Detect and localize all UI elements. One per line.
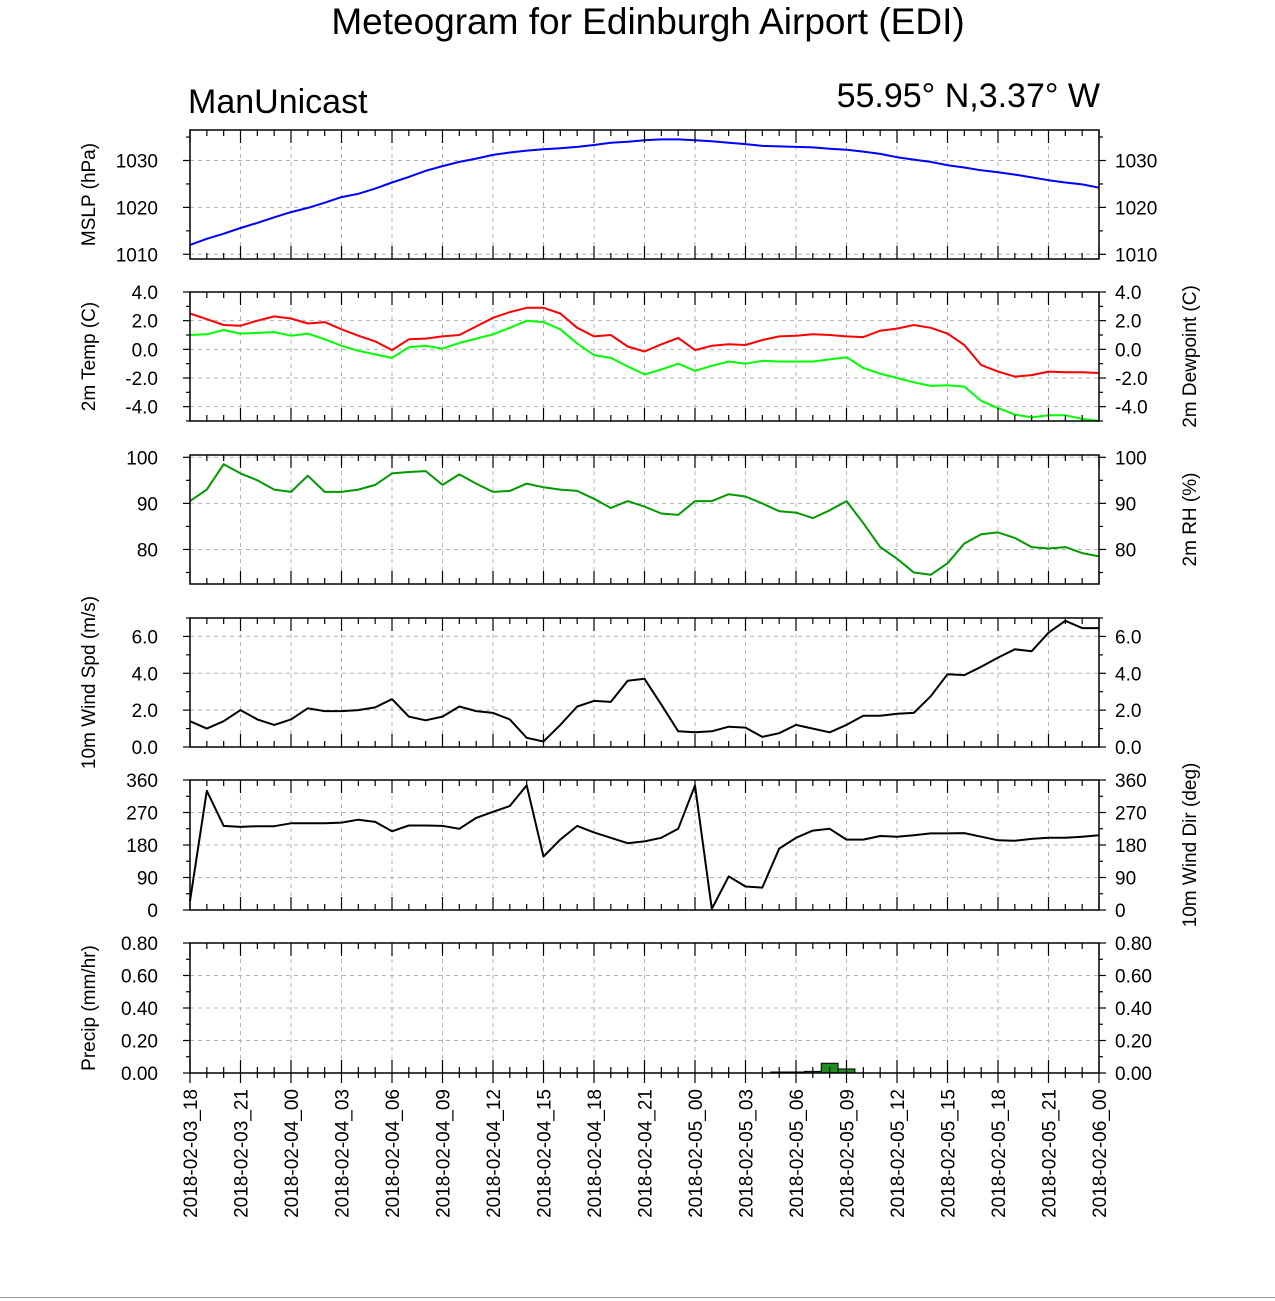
y-axis-title-right: 2m Dewpoint (C) xyxy=(1180,285,1201,428)
x-tick-label: 2018-02-05_15 xyxy=(939,1089,960,1218)
y-tick-label-right: 2.0 xyxy=(1115,701,1141,722)
y-tick-label-right: 0 xyxy=(1115,901,1126,922)
y-tick-label-right: 1010 xyxy=(1115,245,1157,266)
y-tick-label-right: 2.0 xyxy=(1115,312,1141,333)
y-tick-label-left: 100 xyxy=(126,448,158,469)
y-tick-label-right: 0.60 xyxy=(1115,967,1152,988)
y-tick-label-right: 0.80 xyxy=(1115,934,1152,955)
y-tick-label-left: 80 xyxy=(137,540,158,561)
y-tick-label-left: 0.20 xyxy=(121,1032,158,1053)
panel-mslp: 1010 1010 1020 1020 1030 1030 MSLP (hPa) xyxy=(79,129,1157,266)
x-tick-label: 2018-02-05_21 xyxy=(1040,1089,1061,1218)
y-tick-label-left: 0.0 xyxy=(132,738,158,759)
y-tick-label-left: -4.0 xyxy=(125,398,158,419)
y-tick-label-right: 1030 xyxy=(1115,151,1157,172)
y-tick-label-right: -2.0 xyxy=(1115,369,1148,390)
series-line-wspd-0 xyxy=(189,619,1099,743)
y-tick-label-left: 4.0 xyxy=(132,283,158,304)
series-line-temp-1 xyxy=(189,319,1100,422)
location-coordinates: 55.95° N,3.37° W xyxy=(837,77,1100,115)
y-tick-label-right: 0.0 xyxy=(1115,340,1141,361)
y-tick-label-left: 1030 xyxy=(116,151,158,172)
x-tick-label: 2018-02-03_18 xyxy=(181,1089,202,1218)
y-tick-label-right: 0.20 xyxy=(1115,1032,1152,1053)
x-tick-label: 2018-02-03_21 xyxy=(232,1089,253,1218)
y-axis-title-left: Precip (mm/hr) xyxy=(79,945,100,1071)
y-tick-label-left: 0.60 xyxy=(121,967,158,988)
panel-wspd: 0.0 0.0 2.0 2.0 4.0 4.0 6.0 6.0 10m Wind Spd (m/… xyxy=(79,596,1141,769)
y-tick-label-left: 0.00 xyxy=(121,1064,158,1085)
y-tick-label-left: 1010 xyxy=(116,245,158,266)
y-tick-label-right: 90 xyxy=(1115,494,1136,515)
y-tick-label-left: 0.80 xyxy=(121,934,158,955)
x-tick-label: 2018-02-05_00 xyxy=(686,1089,707,1218)
y-tick-label-left: 270 xyxy=(126,804,158,825)
x-tick-label: 2018-02-04_12 xyxy=(484,1089,505,1218)
y-tick-label-right: 100 xyxy=(1115,448,1147,469)
x-tick-label: 2018-02-04_18 xyxy=(585,1089,606,1218)
series-line-wdir-0 xyxy=(189,784,1100,910)
y-tick-label-right: 0.40 xyxy=(1115,999,1152,1020)
chart-title: Meteogram for Edinburgh Airport (EDI) xyxy=(331,1,964,42)
x-tick-label: 2018-02-04_06 xyxy=(383,1089,404,1218)
y-tick-label-left: 90 xyxy=(137,494,158,515)
series-line-rh-0 xyxy=(189,463,1100,576)
y-tick-label-left: 0.0 xyxy=(132,340,158,361)
y-tick-label-left: 0 xyxy=(147,901,158,922)
y-tick-label-right: 90 xyxy=(1115,869,1136,890)
y-tick-label-left: 360 xyxy=(126,771,158,792)
model-name: ManUnicast xyxy=(188,83,368,121)
y-tick-label-right: 6.0 xyxy=(1115,627,1141,648)
y-tick-label-left: 0.40 xyxy=(121,999,158,1020)
y-tick-label-right: 80 xyxy=(1115,540,1136,561)
x-tick-label: 2018-02-04_15 xyxy=(535,1089,556,1218)
y-tick-label-left: 90 xyxy=(137,869,158,890)
y-tick-label-right: 180 xyxy=(1115,836,1147,857)
y-tick-label-left: -2.0 xyxy=(125,369,158,390)
y-axis-title-left: 10m Wind Spd (m/s) xyxy=(79,596,100,769)
x-tick-label: 2018-02-05_12 xyxy=(888,1089,909,1218)
y-tick-label-left: 4.0 xyxy=(132,664,158,685)
panel-wdir: 0 0 90 90 180 180 270 270 360 360 10m Wind Dir (de… xyxy=(126,763,1201,928)
y-tick-label-right: 4.0 xyxy=(1115,283,1141,304)
y-tick-label-left: 6.0 xyxy=(132,627,158,648)
x-tick-label: 2018-02-06_00 xyxy=(1090,1089,1111,1218)
x-tick-label: 2018-02-04_09 xyxy=(434,1089,455,1218)
y-tick-label-left: 1020 xyxy=(116,198,158,219)
x-tick-label: 2018-02-04_00 xyxy=(282,1089,303,1218)
y-axis-title-right: 10m Wind Dir (deg) xyxy=(1180,763,1201,928)
x-tick-label: 2018-02-05_03 xyxy=(737,1089,758,1218)
y-tick-label-right: 0.00 xyxy=(1115,1064,1152,1085)
y-tick-label-right: 4.0 xyxy=(1115,664,1141,685)
x-tick-label: 2018-02-04_03 xyxy=(333,1089,354,1218)
bottom-divider xyxy=(0,1297,1275,1298)
y-axis-title-right: 2m RH (%) xyxy=(1180,473,1201,567)
panel-precip: 0.00 0.00 0.20 0.20 0.40 0.40 0.60 0.60 0.80 0.80… xyxy=(79,934,1152,1085)
y-axis-title-left: MSLP (hPa) xyxy=(79,143,100,246)
panel-temp: -4.0 -4.0 -2.0 -2.0 0.0 0.0 2.0 2.0 4.0 4.0 2m Tem… xyxy=(79,283,1201,428)
y-tick-label-left: 180 xyxy=(126,836,158,857)
y-axis-title-left: 2m Temp (C) xyxy=(79,302,100,411)
y-tick-label-right: -4.0 xyxy=(1115,398,1148,419)
y-tick-label-left: 2.0 xyxy=(132,701,158,722)
x-tick-label: 2018-02-04_21 xyxy=(636,1089,657,1218)
x-tick-label: 2018-02-05_06 xyxy=(787,1089,808,1218)
x-tick-label: 2018-02-05_18 xyxy=(989,1089,1010,1218)
y-tick-label-left: 2.0 xyxy=(132,312,158,333)
y-tick-label-right: 0.0 xyxy=(1115,738,1141,759)
series-line-temp-0 xyxy=(189,306,1100,378)
y-tick-label-right: 270 xyxy=(1115,804,1147,825)
panel-rh: 80 80 90 90 100 100 2m RH (%) xyxy=(126,448,1201,585)
y-tick-label-right: 360 xyxy=(1115,771,1147,792)
y-tick-label-right: 1020 xyxy=(1115,198,1157,219)
x-tick-label: 2018-02-05_09 xyxy=(838,1089,859,1218)
